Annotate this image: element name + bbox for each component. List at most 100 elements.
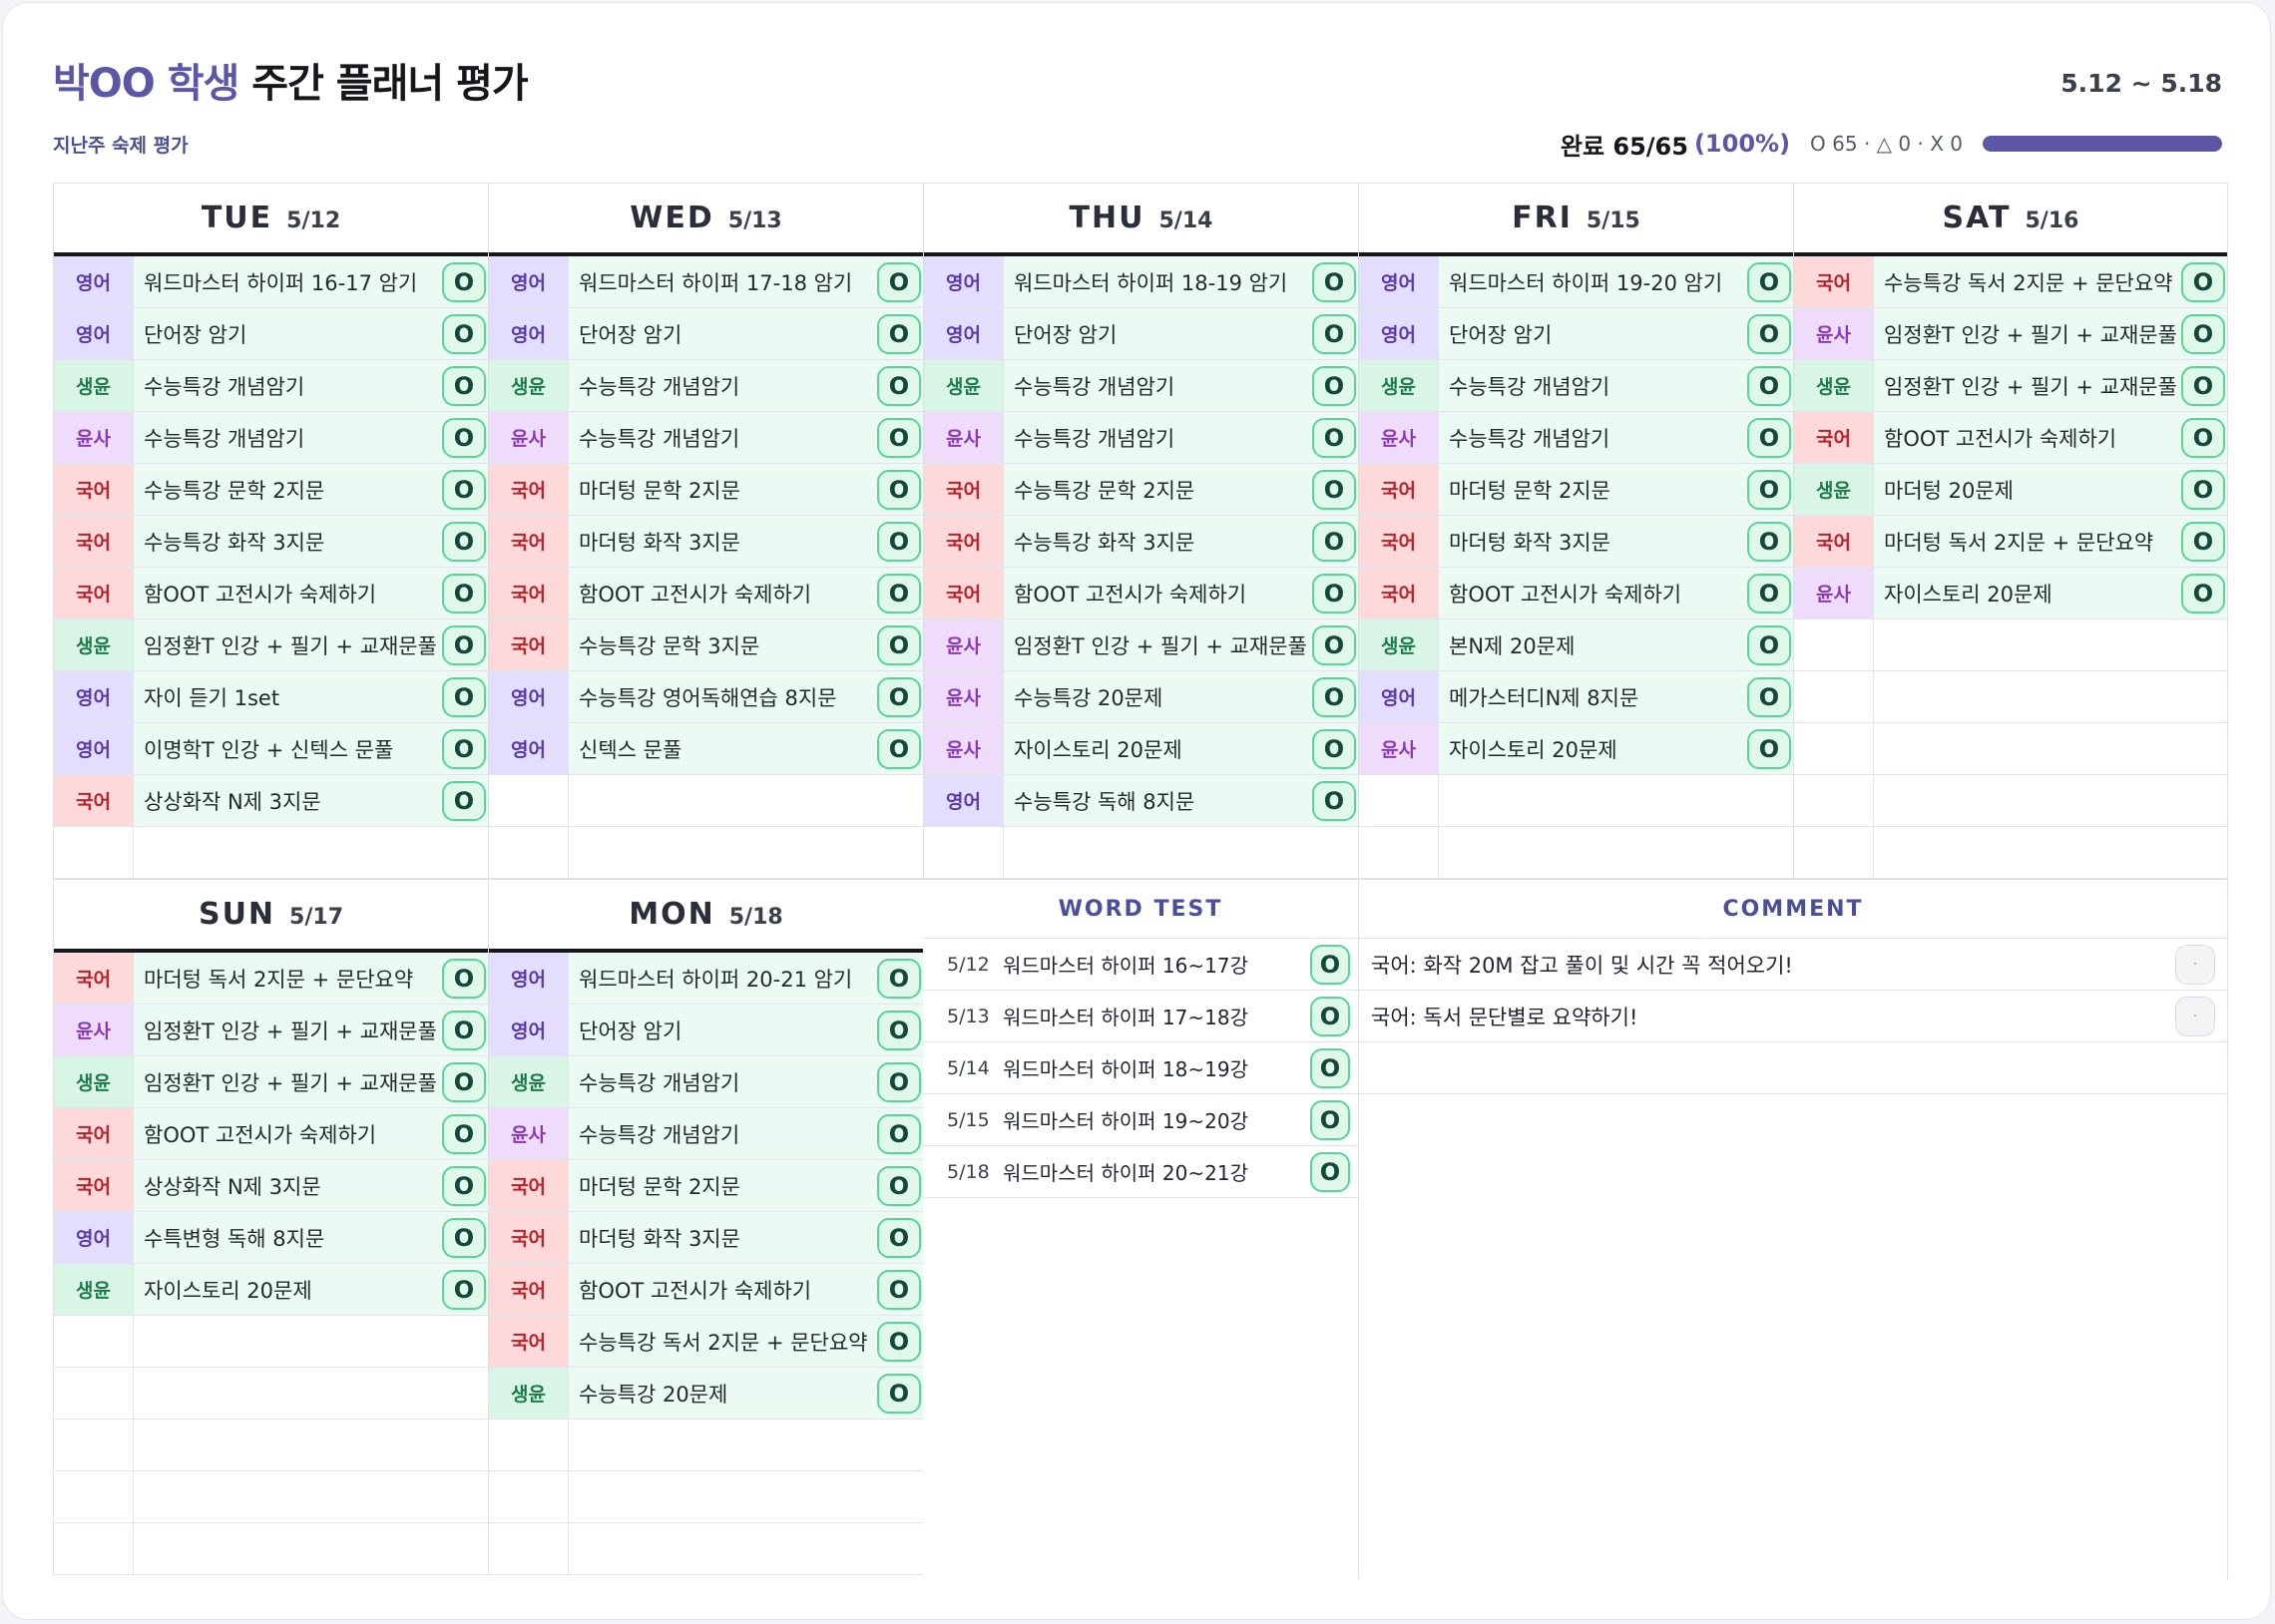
status-badge[interactable]: O bbox=[877, 1010, 921, 1050]
status-badge[interactable]: O bbox=[1747, 261, 1791, 302]
task-row[interactable]: 생윤 수능특강 개념암기 O bbox=[489, 360, 923, 412]
comment-menu-button[interactable]: · bbox=[2175, 944, 2215, 985]
task-row[interactable]: 영어 수특변형 독해 8지문 O bbox=[54, 1212, 488, 1264]
status-badge[interactable]: O bbox=[877, 1321, 921, 1362]
task-row[interactable]: 국어 수능특강 화작 3지문 O bbox=[924, 516, 1358, 568]
status-badge[interactable]: O bbox=[1747, 365, 1791, 406]
status-badge[interactable]: O bbox=[2181, 573, 2225, 613]
status-badge[interactable]: O bbox=[877, 573, 921, 613]
status-badge[interactable]: O bbox=[1747, 624, 1791, 665]
status-badge[interactable]: O bbox=[877, 728, 921, 769]
status-badge[interactable]: O bbox=[442, 1165, 486, 1206]
task-row[interactable]: 윤사 수능특강 20문제 O bbox=[924, 671, 1358, 723]
word-test-row[interactable]: 5/12 워드마스터 하이퍼 16~17강 O bbox=[923, 939, 1358, 991]
status-badge[interactable]: O bbox=[877, 958, 921, 999]
status-badge[interactable]: O bbox=[1312, 624, 1356, 665]
task-row[interactable]: 국어 상상화작 N제 3지문 O bbox=[54, 1160, 488, 1212]
status-badge[interactable]: O bbox=[877, 469, 921, 510]
status-badge[interactable]: O bbox=[1312, 261, 1356, 302]
task-row[interactable]: 국어 수능특강 문학 3지문 O bbox=[489, 619, 923, 671]
task-row[interactable]: 영어 워드마스터 하이퍼 20-21 암기 O bbox=[489, 953, 923, 1005]
word-test-row[interactable]: 5/15 워드마스터 하이퍼 19~20강 O bbox=[923, 1094, 1358, 1146]
status-badge[interactable]: O bbox=[877, 1061, 921, 1102]
task-row[interactable]: 윤사 자이스토리 20문제 O bbox=[1794, 568, 2227, 619]
task-row[interactable]: 영어 단어장 암기 O bbox=[924, 308, 1358, 360]
status-badge[interactable]: O bbox=[877, 365, 921, 406]
status-badge[interactable]: O bbox=[877, 1165, 921, 1206]
status-badge[interactable]: O bbox=[1747, 728, 1791, 769]
task-row[interactable]: 영어 단어장 암기 O bbox=[489, 1005, 923, 1056]
task-row[interactable]: 영어 이명학T 인강 + 신텍스 문풀 O bbox=[54, 723, 488, 775]
task-row[interactable]: 국어 수능특강 문학 2지문 O bbox=[54, 464, 488, 516]
task-row[interactable]: 윤사 수능특강 개념암기 O bbox=[489, 1108, 923, 1160]
status-badge[interactable]: O bbox=[442, 469, 486, 510]
status-badge[interactable]: O bbox=[877, 261, 921, 302]
status-badge[interactable]: O bbox=[1312, 313, 1356, 354]
task-row[interactable]: 영어 메가스터디N제 8지문 O bbox=[1359, 671, 1793, 723]
task-row[interactable]: 생윤 수능특강 개념암기 O bbox=[1359, 360, 1793, 412]
task-row[interactable]: 생윤 수능특강 개념암기 O bbox=[54, 360, 488, 412]
task-row[interactable]: 생윤 임정환T 인강 + 필기 + 교재문풀 O bbox=[54, 619, 488, 671]
status-badge[interactable]: O bbox=[1747, 676, 1791, 717]
status-badge[interactable]: O bbox=[442, 313, 486, 354]
status-badge[interactable]: O bbox=[1310, 1047, 1350, 1088]
status-badge[interactable]: O bbox=[1747, 573, 1791, 613]
empty-comment-row[interactable] bbox=[1359, 1042, 2227, 1094]
status-badge[interactable]: O bbox=[1747, 417, 1791, 458]
task-row[interactable]: 국어 함OOT 고전시가 숙제하기 O bbox=[489, 568, 923, 619]
status-badge[interactable]: O bbox=[1312, 728, 1356, 769]
status-badge[interactable]: O bbox=[1312, 676, 1356, 717]
status-badge[interactable]: O bbox=[2181, 469, 2225, 510]
task-row[interactable]: 생윤 임정환T 인강 + 필기 + 교재문풀 O bbox=[1794, 360, 2227, 412]
task-row[interactable]: 영어 수능특강 독해 8지문 O bbox=[924, 775, 1358, 827]
status-badge[interactable]: O bbox=[877, 1217, 921, 1258]
status-badge[interactable]: O bbox=[1747, 521, 1791, 562]
task-row[interactable]: 생윤 수능특강 20문제 O bbox=[489, 1368, 923, 1420]
task-row[interactable]: 국어 마더텅 화작 3지문 O bbox=[489, 1212, 923, 1264]
task-row[interactable]: 국어 함OOT 고전시가 숙제하기 O bbox=[924, 568, 1358, 619]
task-row[interactable]: 국어 마더텅 문학 2지문 O bbox=[489, 1160, 923, 1212]
task-row[interactable]: 영어 단어장 암기 O bbox=[54, 308, 488, 360]
status-badge[interactable]: O bbox=[1312, 417, 1356, 458]
status-badge[interactable]: O bbox=[442, 1061, 486, 1102]
task-row[interactable]: 영어 워드마스터 하이퍼 16-17 암기 O bbox=[54, 256, 488, 308]
status-badge[interactable]: O bbox=[1312, 365, 1356, 406]
status-badge[interactable]: O bbox=[442, 624, 486, 665]
status-badge[interactable]: O bbox=[442, 573, 486, 613]
status-badge[interactable]: O bbox=[442, 365, 486, 406]
status-badge[interactable]: O bbox=[442, 1217, 486, 1258]
task-row[interactable]: 생윤 자이스토리 20문제 O bbox=[54, 1264, 488, 1316]
task-row[interactable]: 국어 수능특강 화작 3지문 O bbox=[54, 516, 488, 568]
status-badge[interactable]: O bbox=[442, 417, 486, 458]
task-row[interactable]: 영어 단어장 암기 O bbox=[489, 308, 923, 360]
status-badge[interactable]: O bbox=[1312, 469, 1356, 510]
task-row[interactable]: 생윤 마더텅 20문제 O bbox=[1794, 464, 2227, 516]
task-row[interactable]: 윤사 자이스토리 20문제 O bbox=[924, 723, 1358, 775]
status-badge[interactable]: O bbox=[442, 780, 486, 821]
task-row[interactable]: 영어 신텍스 문풀 O bbox=[489, 723, 923, 775]
status-badge[interactable]: O bbox=[1747, 469, 1791, 510]
task-row[interactable]: 국어 함OOT 고전시가 숙제하기 O bbox=[54, 1108, 488, 1160]
status-badge[interactable]: O bbox=[2181, 417, 2225, 458]
task-row[interactable]: 생윤 임정환T 인강 + 필기 + 교재문풀 O bbox=[54, 1056, 488, 1108]
task-row[interactable]: 윤사 수능특강 개념암기 O bbox=[489, 412, 923, 464]
comment-menu-button[interactable]: · bbox=[2175, 996, 2215, 1036]
task-row[interactable]: 국어 상상화작 N제 3지문 O bbox=[54, 775, 488, 827]
task-row[interactable]: 국어 수능특강 독서 2지문 + 문단요약 O bbox=[489, 1316, 923, 1368]
status-badge[interactable]: O bbox=[1310, 1151, 1350, 1192]
task-row[interactable]: 윤사 임정환T 인강 + 필기 + 교재문풀 O bbox=[924, 619, 1358, 671]
task-row[interactable]: 국어 마더텅 문학 2지문 O bbox=[1359, 464, 1793, 516]
status-badge[interactable]: O bbox=[1310, 944, 1350, 985]
task-row[interactable]: 생윤 수능특강 개념암기 O bbox=[924, 360, 1358, 412]
task-row[interactable]: 국어 마더텅 독서 2지문 + 문단요약 O bbox=[54, 953, 488, 1005]
word-test-row[interactable]: 5/18 워드마스터 하이퍼 20~21강 O bbox=[923, 1146, 1358, 1198]
word-test-row[interactable]: 5/13 워드마스터 하이퍼 17~18강 O bbox=[923, 991, 1358, 1042]
task-row[interactable]: 생윤 수능특강 개념암기 O bbox=[489, 1056, 923, 1108]
task-row[interactable]: 윤사 임정환T 인강 + 필기 + 교재문풀 O bbox=[1794, 308, 2227, 360]
task-row[interactable]: 국어 마더텅 화작 3지문 O bbox=[489, 516, 923, 568]
task-row[interactable]: 영어 수능특강 영어독해연습 8지문 O bbox=[489, 671, 923, 723]
task-row[interactable]: 윤사 수능특강 개념암기 O bbox=[54, 412, 488, 464]
task-row[interactable]: 국어 함OOT 고전시가 숙제하기 O bbox=[489, 1264, 923, 1316]
task-row[interactable]: 국어 함OOT 고전시가 숙제하기 O bbox=[54, 568, 488, 619]
task-row[interactable]: 영어 워드마스터 하이퍼 17-18 암기 O bbox=[489, 256, 923, 308]
